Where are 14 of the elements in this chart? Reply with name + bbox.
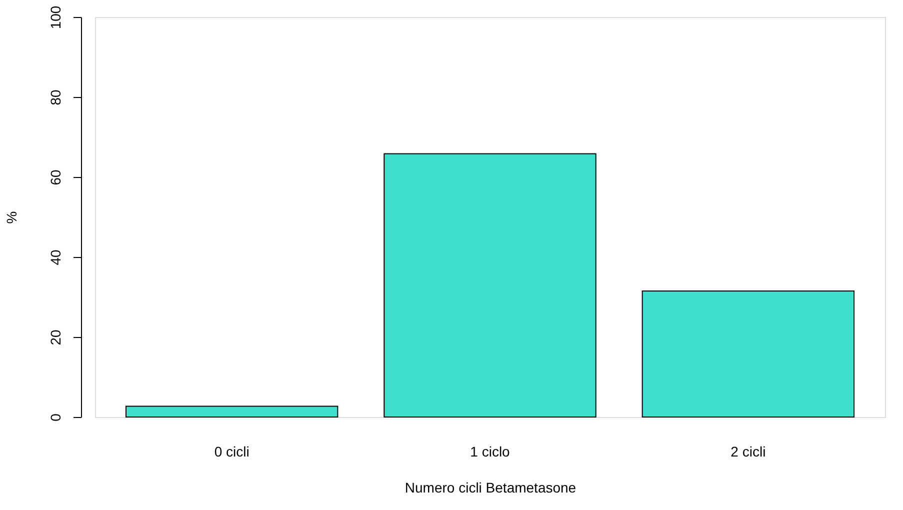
x-tick-label: 2 cicli [730,444,766,460]
bar [642,290,855,418]
bar [125,406,338,418]
y-axis-title: % [4,211,20,224]
x-tick-label: 1 ciclo [470,444,510,460]
y-tick-label: 40 [48,250,64,266]
x-tick-label: 0 cicli [214,444,250,460]
y-tick-label: 60 [48,170,64,186]
y-tick-label: 80 [48,90,64,106]
bar [384,153,596,418]
y-tick-label: 100 [48,6,64,30]
x-axis-title: Numero cicli Betametasone [404,480,576,496]
y-tick-label: 0 [48,413,64,422]
y-tick-label: 20 [48,330,64,346]
